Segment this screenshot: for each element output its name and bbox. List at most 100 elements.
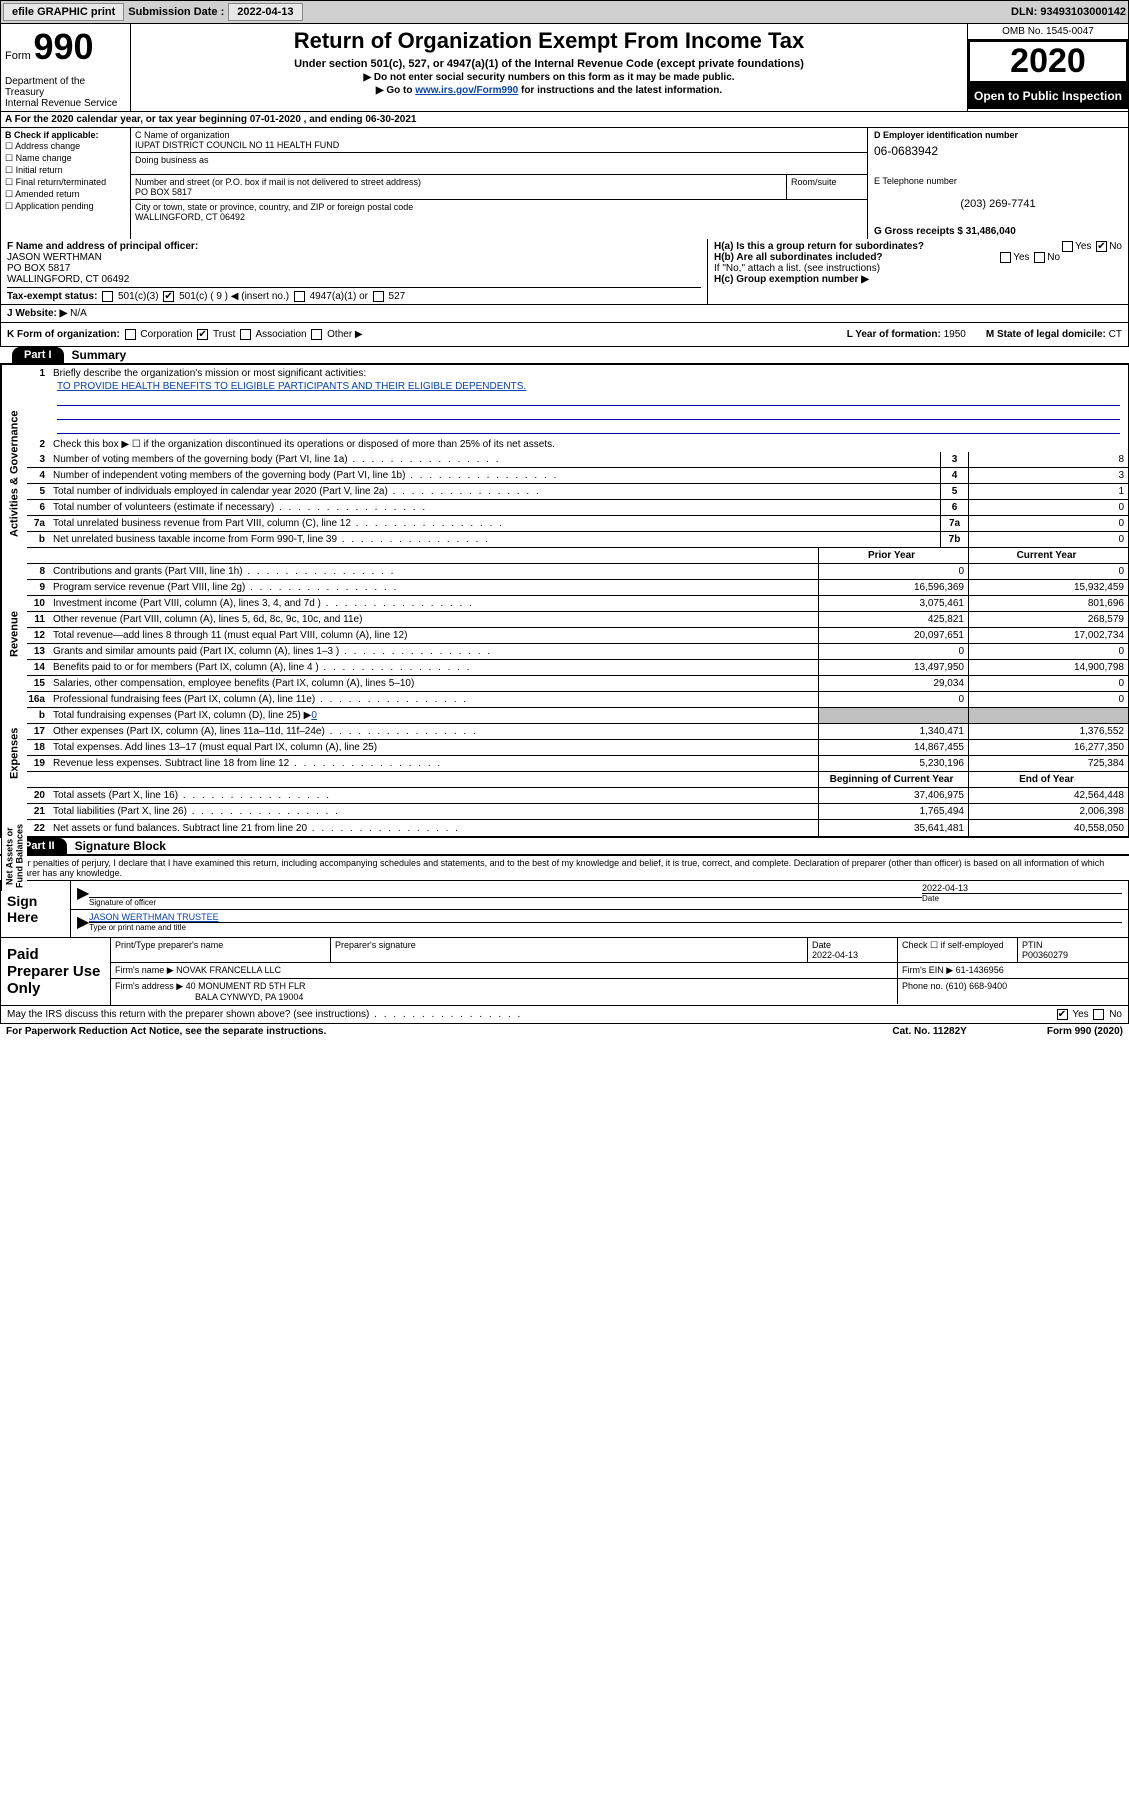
- period-row: A For the 2020 calendar year, or tax yea…: [0, 112, 1129, 128]
- addr-label: Number and street (or P.O. box if mail i…: [135, 177, 782, 187]
- main-title: Return of Organization Exempt From Incom…: [135, 28, 963, 54]
- instr2-post: for instructions and the latest informat…: [518, 85, 722, 96]
- p15: 29,034: [818, 676, 968, 691]
- dept-label: Department of the Treasury Internal Reve…: [5, 76, 126, 109]
- l1-desc: Briefly describe the organization's miss…: [51, 367, 1128, 380]
- row-k: K Form of organization: Corporation Trus…: [0, 323, 1129, 347]
- chk-501c3[interactable]: [102, 291, 113, 302]
- footer-left: For Paperwork Reduction Act Notice, see …: [6, 1026, 326, 1037]
- p17: 1,340,471: [818, 724, 968, 739]
- chk-address[interactable]: ☐ Address change: [5, 141, 126, 152]
- sig-arrow-icon: ▶: [77, 883, 89, 907]
- p13: 0: [818, 644, 968, 659]
- chk-527[interactable]: [373, 291, 384, 302]
- chk-name[interactable]: ☐ Name change: [5, 153, 126, 164]
- col-b: B Check if applicable: ☐ Address change …: [1, 128, 131, 239]
- sign-block: Sign Here ▶ Signature of officer 2022-04…: [0, 880, 1129, 938]
- sig-label: Signature of officer: [89, 897, 922, 907]
- p21: 1,765,494: [818, 804, 968, 819]
- sub-date-btn[interactable]: 2022-04-13: [228, 3, 302, 21]
- instr2-pre: ▶ Go to: [376, 85, 415, 96]
- footer-right: Form 990 (2020): [1047, 1026, 1123, 1037]
- p9: 16,596,369: [818, 580, 968, 595]
- p8: 0: [818, 564, 968, 579]
- gov-label: Activities & Governance: [1, 365, 27, 583]
- l16b: Total fundraising expenses (Part IX, col…: [51, 709, 818, 722]
- c22: 40,558,050: [968, 820, 1128, 836]
- p19: 5,230,196: [818, 756, 968, 771]
- p18: 14,867,455: [818, 740, 968, 755]
- city: WALLINGFORD, CT 06492: [135, 212, 863, 222]
- mission-blank: [57, 408, 1120, 420]
- discuss-no[interactable]: [1093, 1009, 1104, 1020]
- sig-row: ▶ Signature of officer 2022-04-13 Date: [71, 881, 1128, 910]
- ein-label: D Employer identification number: [874, 130, 1018, 140]
- name-arrow-icon: ▶: [77, 912, 89, 932]
- p11: 425,821: [818, 612, 968, 627]
- l13: Grants and similar amounts paid (Part IX…: [51, 645, 818, 658]
- hc-row: H(c) Group exemption number ▶: [714, 274, 1122, 285]
- hb-no[interactable]: [1034, 252, 1045, 263]
- c9: 15,932,459: [968, 580, 1128, 595]
- col-b-hdr: B Check if applicable:: [5, 130, 99, 140]
- c2: Preparer's signature: [331, 938, 808, 962]
- city-cell: City or town, state or province, country…: [131, 200, 867, 224]
- l16a: Professional fundraising fees (Part IX, …: [51, 693, 818, 706]
- dba-label: Doing business as: [135, 155, 863, 165]
- tax-exempt-row: Tax-exempt status: 501(c)(3) 501(c) ( 9 …: [7, 287, 701, 302]
- l5-desc: Total number of individuals employed in …: [51, 485, 940, 498]
- c5: PTINP00360279: [1018, 938, 1128, 962]
- l8: Contributions and grants (Part VIII, lin…: [51, 565, 818, 578]
- discuss-yes[interactable]: [1057, 1009, 1068, 1020]
- ein-value: 06-0683942: [874, 144, 1122, 158]
- chk-pending[interactable]: ☐ Application pending: [5, 201, 126, 212]
- summary-block: Activities & Governance 1Briefly describ…: [0, 364, 1129, 837]
- sign-right: ▶ Signature of officer 2022-04-13 Date ▶…: [71, 881, 1128, 937]
- paid-block: Paid Preparer Use Only Print/Type prepar…: [0, 938, 1129, 1006]
- c15: 0: [968, 676, 1128, 691]
- rev-label: Revenue: [1, 583, 27, 685]
- chk-final[interactable]: ☐ Final return/terminated: [5, 177, 126, 188]
- perjury-text: Under penalties of perjury, I declare th…: [0, 855, 1129, 880]
- instr-2: ▶ Go to www.irs.gov/Form990 for instruct…: [135, 85, 963, 96]
- chk-501c[interactable]: [163, 291, 174, 302]
- chk-corp[interactable]: [125, 329, 136, 340]
- chk-amended[interactable]: ☐ Amended return: [5, 189, 126, 200]
- p20: 37,406,975: [818, 788, 968, 803]
- hb-yes[interactable]: [1000, 252, 1011, 263]
- l7b-desc: Net unrelated business taxable income fr…: [51, 533, 940, 546]
- gov-body: 1Briefly describe the organization's mis…: [27, 365, 1128, 548]
- discuss-q: May the IRS discuss this return with the…: [7, 1009, 522, 1020]
- chk-4947[interactable]: [294, 291, 305, 302]
- footer: For Paperwork Reduction Act Notice, see …: [0, 1024, 1129, 1039]
- l17: Other expenses (Part IX, column (A), lin…: [51, 725, 818, 738]
- org-name: IUPAT DISTRICT COUNCIL NO 11 HEALTH FUND: [135, 140, 863, 150]
- sub-title: Under section 501(c), 527, or 4947(a)(1)…: [135, 58, 963, 70]
- ha-row: H(a) Is this a group return for subordin…: [714, 241, 1122, 252]
- l10: Investment income (Part VIII, column (A)…: [51, 597, 818, 610]
- addr-cell: Number and street (or P.O. box if mail i…: [131, 175, 867, 200]
- ha-yes[interactable]: [1062, 241, 1073, 252]
- ha-no[interactable]: [1096, 241, 1107, 252]
- officer-addr2: WALLINGFORD, CT 06492: [7, 274, 129, 285]
- prep-hdr-row: Print/Type preparer's name Preparer's si…: [111, 938, 1128, 963]
- year-formation: L Year of formation: 1950: [847, 329, 966, 340]
- city-label: City or town, state or province, country…: [135, 202, 863, 212]
- chk-assoc[interactable]: [240, 329, 251, 340]
- l14: Benefits paid to or for members (Part IX…: [51, 661, 818, 674]
- chk-initial[interactable]: ☐ Initial return: [5, 165, 126, 176]
- phone-label: E Telephone number: [874, 176, 1122, 186]
- c16a: 0: [968, 692, 1128, 707]
- room-label: Room/suite: [787, 175, 867, 199]
- form990-link[interactable]: www.irs.gov/Form990: [415, 85, 518, 96]
- c14: 14,900,798: [968, 660, 1128, 675]
- c8: 0: [968, 564, 1128, 579]
- l4-val: 3: [968, 468, 1128, 483]
- mission-text[interactable]: TO PROVIDE HEALTH BENEFITS TO ELIGIBLE P…: [57, 381, 1120, 392]
- chk-other[interactable]: [311, 329, 322, 340]
- efile-btn[interactable]: efile GRAPHIC print: [3, 3, 124, 21]
- hdr-prior: Prior Year: [818, 548, 968, 563]
- gross-receipts: G Gross receipts $ 31,486,040: [874, 226, 1122, 237]
- chk-trust[interactable]: [197, 329, 208, 340]
- c16b: [968, 708, 1128, 723]
